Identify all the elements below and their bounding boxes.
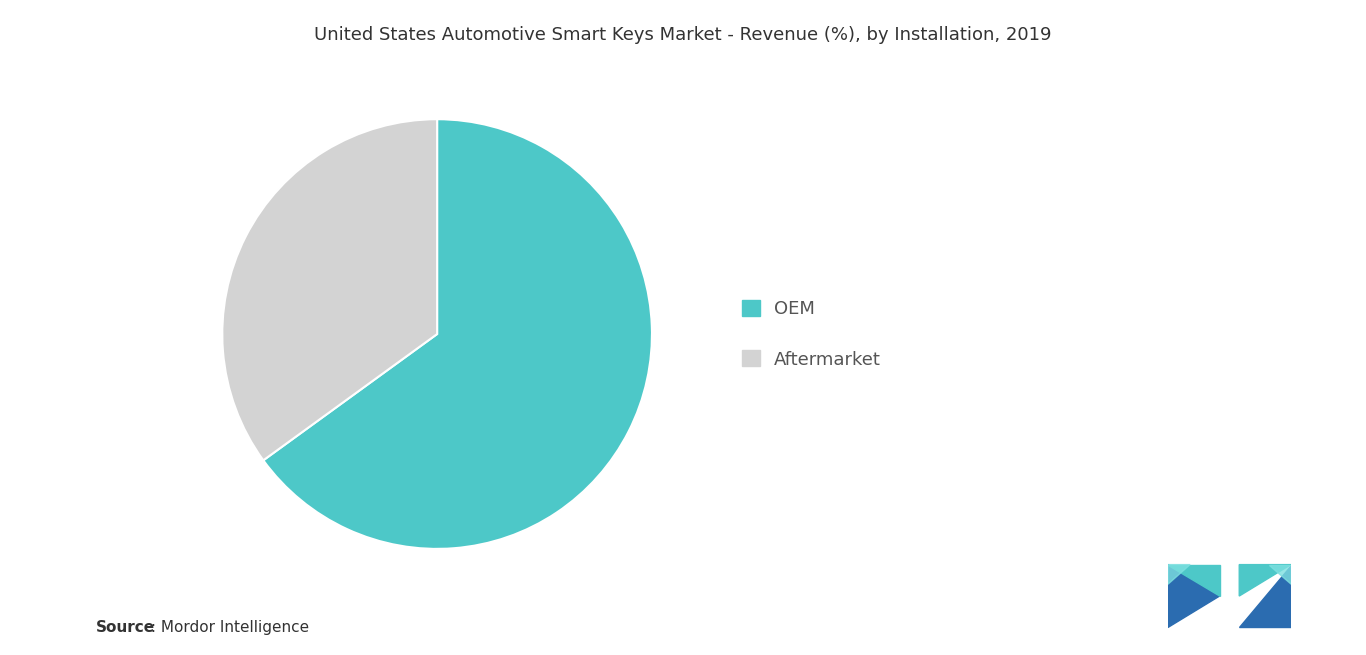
Wedge shape	[264, 119, 652, 549]
Polygon shape	[1239, 565, 1291, 627]
Text: : Mordor Intelligence: : Mordor Intelligence	[146, 620, 309, 635]
Text: Source: Source	[96, 620, 154, 635]
Polygon shape	[1168, 565, 1220, 596]
Polygon shape	[1239, 565, 1291, 596]
Legend: OEM, Aftermarket: OEM, Aftermarket	[742, 299, 881, 369]
Polygon shape	[1168, 565, 1220, 627]
Text: United States Automotive Smart Keys Market - Revenue (%), by Installation, 2019: United States Automotive Smart Keys Mark…	[314, 26, 1052, 44]
Wedge shape	[223, 119, 437, 460]
Polygon shape	[1168, 565, 1190, 584]
Polygon shape	[1269, 565, 1291, 584]
